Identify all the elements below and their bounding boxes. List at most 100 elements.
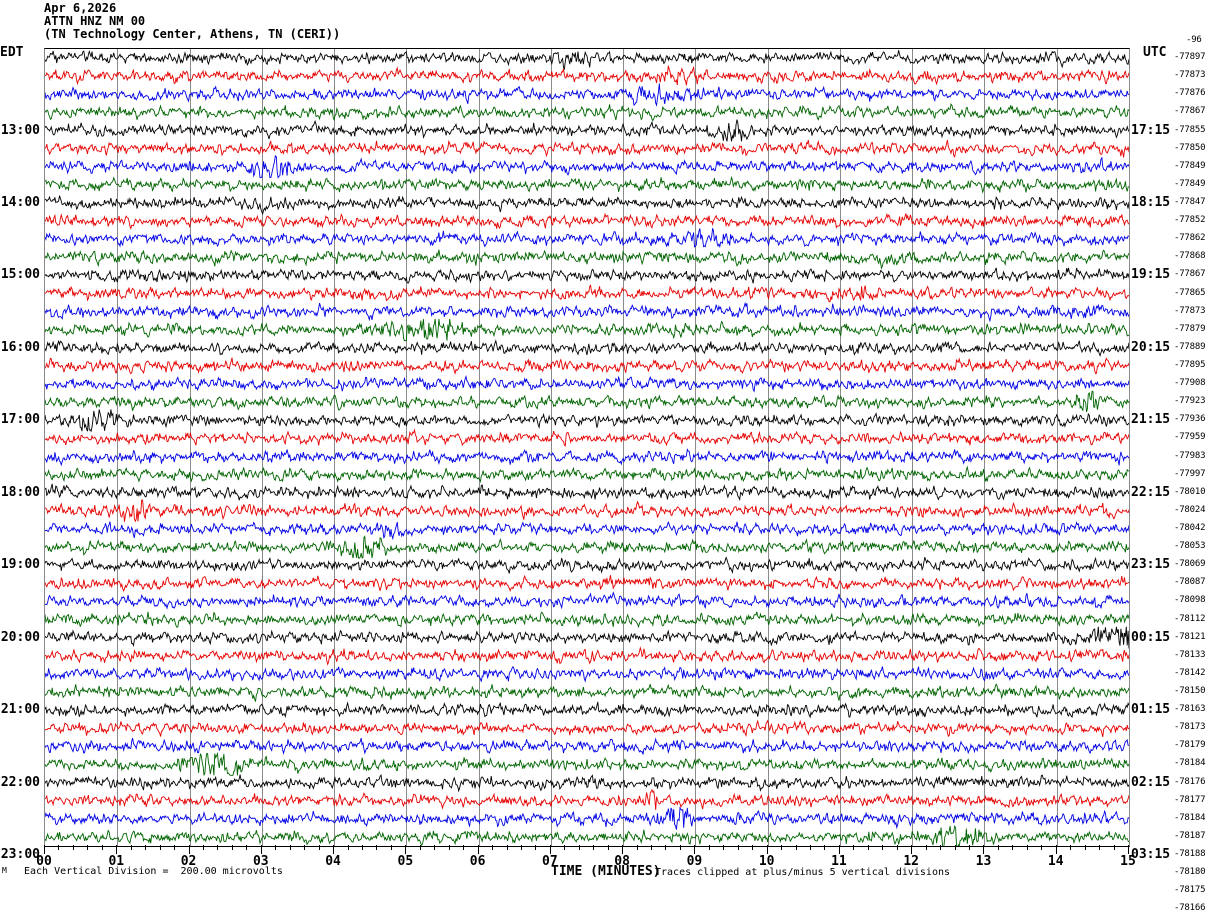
trace-line-40	[45, 774, 1129, 793]
x-tick-minor	[723, 845, 725, 850]
x-tick-label-03: 03	[252, 854, 269, 869]
plot-header: Apr 6,2026 ATTN HNZ NM 00 (TN Technology…	[44, 2, 340, 41]
seismogram-plot[interactable]	[44, 48, 1130, 847]
trace-offset-12: -77867	[1174, 269, 1206, 280]
x-tick-label-07: 07	[542, 854, 558, 869]
trace-offset-35: -78150	[1174, 686, 1206, 697]
trace-line-34	[45, 666, 1129, 683]
x-tick-minor	[997, 845, 999, 850]
trace-line-28	[45, 556, 1129, 575]
right-utc-label-0115: 01:15	[1131, 702, 1171, 718]
x-tick-label-09: 09	[686, 854, 703, 869]
trace-offset-3: -77867	[1174, 106, 1206, 117]
trace-offset-6: -77849	[1174, 160, 1206, 171]
left-timezone-caption: EDT	[0, 45, 24, 60]
right-timezone-caption: UTC	[1143, 45, 1167, 60]
trace-offset-19: -77923	[1174, 396, 1206, 407]
x-tick-minor	[202, 845, 204, 850]
x-tick-label-06: 06	[469, 854, 486, 869]
trace-line-8	[45, 195, 1129, 216]
x-tick-major-10	[766, 845, 768, 854]
grid-line-minute-07	[550, 49, 552, 846]
trace-line-32	[45, 626, 1129, 649]
x-tick-minor	[810, 845, 812, 850]
trace-offset-33: -78133	[1174, 649, 1206, 660]
grid-line-minute-09	[695, 49, 697, 846]
trace-line-39	[45, 751, 1129, 776]
x-tick-minor	[1012, 845, 1014, 850]
x-tick-minor	[304, 845, 306, 850]
x-tick-minor	[174, 845, 176, 850]
trace-offset-28: -78069	[1174, 559, 1206, 570]
x-tick-minor	[665, 845, 667, 850]
trace-line-30	[45, 591, 1129, 610]
trace-line-16	[45, 339, 1129, 357]
trace-line-18	[45, 374, 1129, 393]
grid-line-minute-01	[117, 49, 119, 846]
trace-offset-42: -78184	[1174, 812, 1206, 823]
trace-offset-39: -78184	[1174, 758, 1206, 769]
x-tick-label-12: 12	[903, 854, 920, 869]
left-hour-label-1900: 19:00	[0, 557, 40, 573]
left-tick-marker: M	[2, 866, 7, 875]
trace-offset-7: -77849	[1174, 178, 1206, 189]
trace-offset-16: -77889	[1174, 341, 1206, 352]
x-tick-minor	[1041, 845, 1043, 850]
x-tick-label-10: 10	[758, 854, 775, 869]
left-hour-label-2100: 21:00	[0, 702, 40, 718]
trace-offset-47: -78166	[1174, 903, 1206, 913]
x-tick-major-11	[838, 845, 840, 854]
trace-offset-40: -78176	[1174, 776, 1206, 787]
grid-line-minute-10	[767, 49, 769, 846]
grid-line-minute-04	[334, 49, 336, 846]
trace-offset-5: -77850	[1174, 142, 1206, 153]
trace-line-36	[45, 701, 1129, 719]
x-tick-minor	[954, 845, 956, 850]
grid-layer	[45, 49, 1129, 846]
x-tick-minor	[217, 845, 219, 850]
x-tick-minor	[390, 845, 392, 850]
x-tick-minor	[448, 845, 450, 850]
trace-offset-17: -77895	[1174, 359, 1206, 370]
x-tick-minor	[246, 845, 248, 850]
x-tick-label-13: 13	[975, 854, 992, 869]
grid-line-minute-12	[912, 49, 914, 846]
left-hour-label-1300: 13:00	[0, 122, 40, 138]
x-tick-minor	[925, 845, 927, 850]
grid-line-minute-02	[189, 49, 191, 846]
trace-offset-14: -77873	[1174, 305, 1206, 316]
x-tick-minor	[361, 845, 363, 850]
trace-offset-31: -78112	[1174, 613, 1206, 624]
x-axis: 00 01 02 03 04 05 06 07 08 09 10 11 12 13 14 15	[36, 845, 1136, 869]
trace-line-25	[45, 499, 1129, 523]
grid-line-minute-11	[839, 49, 841, 846]
trace-offset-34: -78142	[1174, 667, 1206, 678]
x-tick-minor	[853, 845, 855, 850]
trace-line-10	[45, 228, 1129, 249]
x-tick-minor	[231, 845, 233, 850]
x-tick-minor	[1070, 845, 1072, 850]
trace-line-2	[45, 83, 1129, 107]
x-tick-label-01: 01	[108, 854, 125, 869]
x-tick-minor	[1026, 845, 1028, 850]
x-tick-minor	[318, 845, 320, 850]
x-tick-minor	[535, 845, 537, 850]
trace-offset-9: -77852	[1174, 215, 1206, 226]
trace-offset-18: -77908	[1174, 378, 1206, 389]
trace-line-21	[45, 428, 1129, 447]
x-tick-minor	[434, 845, 436, 850]
x-tick-label-08: 08	[614, 854, 630, 869]
x-tick-minor	[708, 845, 710, 850]
x-tick-label-00: 00	[36, 854, 52, 869]
trace-offset-10: -77862	[1174, 233, 1206, 244]
x-tick-major-13	[983, 845, 985, 854]
trace-line-20	[45, 409, 1129, 433]
trace-line-9	[45, 212, 1129, 230]
trace-offset-43: -78187	[1174, 830, 1206, 841]
trace-line-17	[45, 357, 1129, 375]
x-tick-minor	[795, 845, 797, 850]
x-tick-label-02: 02	[180, 854, 197, 869]
x-tick-minor	[679, 845, 681, 850]
x-tick-minor	[636, 845, 638, 850]
trace-offset-25: -78024	[1174, 504, 1206, 515]
